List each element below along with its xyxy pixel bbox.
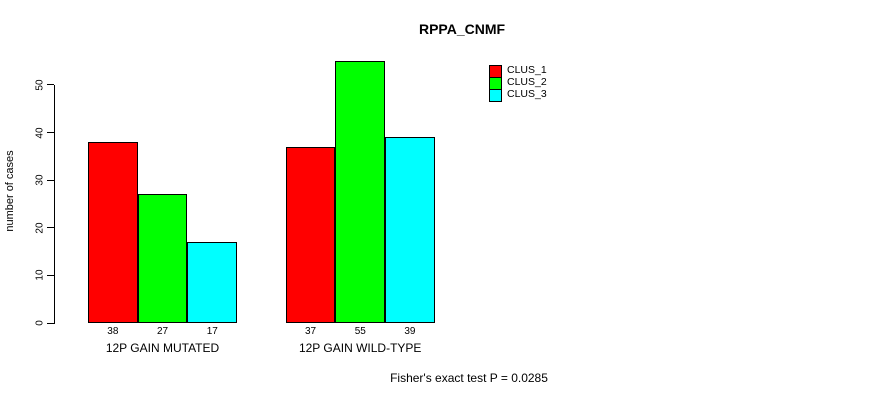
chart-title: RPPA_CNMF <box>418 21 506 37</box>
y-axis-tick-label: 0 <box>34 320 46 326</box>
y-axis-tick-label: 30 <box>34 174 46 186</box>
bar-value-label: 55 <box>354 325 366 337</box>
bar-clus-3-12p-gain-wild-type <box>385 137 435 323</box>
y-axis-tick <box>47 274 54 276</box>
bar-value-label: 37 <box>304 325 317 337</box>
y-axis-line <box>54 84 55 324</box>
y-axis-tick-label: 40 <box>34 126 46 139</box>
x-category-label-12p-gain-mutated: 12P GAIN MUTATED <box>105 341 220 355</box>
x-category-label-12p-gain-wild-type: 12P GAIN WILD-TYPE <box>298 341 422 355</box>
bar-clus-1-12p-gain-mutated <box>88 142 138 323</box>
bar-clus-3-12p-gain-mutated <box>187 242 238 323</box>
fisher-test-annotation: Fisher's exact test P = 0.0285 <box>390 371 548 385</box>
bar-clus-2-12p-gain-wild-type <box>335 61 386 323</box>
legend-label-clus-2: CLUS_2 <box>507 75 547 88</box>
y-axis-tick <box>47 227 54 229</box>
legend-label-clus-3: CLUS_3 <box>507 87 547 100</box>
bar-value-label: 38 <box>107 325 119 337</box>
y-axis-tick <box>47 322 54 324</box>
y-axis-tick <box>47 132 54 134</box>
y-axis-tick-label: 10 <box>34 269 46 281</box>
legend-swatch-clus-1 <box>489 64 502 78</box>
y-axis-tick <box>47 84 54 86</box>
bar-value-label: 39 <box>404 325 416 337</box>
y-axis-tick-label: 50 <box>34 79 46 91</box>
bar-value-label: 27 <box>156 325 169 337</box>
y-axis-tick-label: 20 <box>34 222 46 234</box>
bar-clus-1-12p-gain-wild-type <box>285 146 336 323</box>
y-axis-label: number of cases <box>4 150 16 232</box>
legend-swatch-clus-3 <box>489 88 502 102</box>
y-axis-tick <box>47 179 54 181</box>
bar-value-label: 17 <box>206 325 218 337</box>
legend-label-clus-1: CLUS_1 <box>507 63 547 76</box>
legend-swatch-clus-2 <box>489 76 502 90</box>
bar-clus-2-12p-gain-mutated <box>137 194 188 323</box>
